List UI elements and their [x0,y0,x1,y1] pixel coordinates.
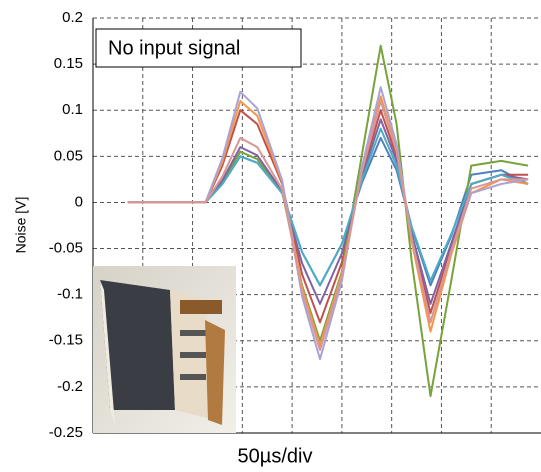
series-line [127,100,529,351]
x-axis-label: 50µs/div [238,445,313,467]
y-tick-label: 0.1 [62,101,83,118]
y-tick-label: -0.05 [49,240,83,257]
y-tick-label: 0.05 [54,147,83,164]
series-line [127,109,529,324]
annotation-box [95,28,302,68]
inset-photo [93,266,236,433]
y-tick-label: -0.15 [49,332,83,349]
series-line [127,127,529,287]
y-tick-label: -0.1 [57,286,83,303]
y-tick-label: 0.15 [54,55,83,72]
plot-area: 0.2 0.15 0.1 0.05 0 -0.05 -0.1 -0.15 -0.2 -0.25 [49,9,541,441]
annotation: No input signal [108,37,240,59]
y-tick-label: 0 [75,193,83,210]
y-tick-label: -0.2 [57,378,83,395]
y-tick-label: 0.2 [62,9,83,26]
y-tick-label: -0.25 [49,424,83,441]
series-line [127,118,529,305]
series-line [127,136,529,287]
y-axis-label: Noise [V] [13,197,29,254]
